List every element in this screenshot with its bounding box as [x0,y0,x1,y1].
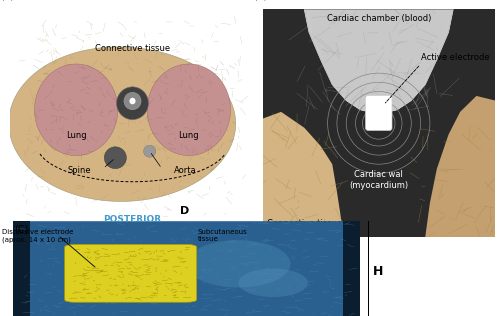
Polygon shape [342,221,360,316]
Ellipse shape [130,98,136,104]
Ellipse shape [34,64,118,155]
Polygon shape [12,221,360,316]
Polygon shape [425,96,495,237]
Text: H: H [372,265,383,278]
Text: Subcutaneous
tissue: Subcutaneous tissue [198,229,247,242]
Text: Aorta: Aorta [174,166,197,175]
Ellipse shape [124,92,141,110]
Text: (A): (A) [0,0,14,1]
Polygon shape [12,221,30,316]
Polygon shape [304,9,453,114]
Text: Connective tissue: Connective tissue [95,44,170,53]
FancyBboxPatch shape [366,95,392,131]
Text: Dispersive electrode
(aprox. 14 x 10 cm): Dispersive electrode (aprox. 14 x 10 cm) [2,229,74,243]
Text: Active electrode: Active electrode [420,53,489,62]
Polygon shape [9,47,235,201]
Ellipse shape [104,147,126,169]
Text: POSTERIOR: POSTERIOR [104,215,162,224]
Ellipse shape [147,64,230,155]
Polygon shape [262,112,344,237]
Text: POSTERIOR: POSTERIOR [101,236,164,246]
Ellipse shape [238,269,308,297]
Text: Spine: Spine [67,166,91,175]
Text: D: D [180,206,190,216]
Ellipse shape [116,87,148,119]
Text: Lung: Lung [178,131,199,140]
Ellipse shape [186,240,290,288]
Text: Cardiac chamber (blood): Cardiac chamber (blood) [326,14,431,23]
FancyBboxPatch shape [64,245,196,302]
Text: Connective tissue: Connective tissue [267,219,342,228]
Text: Lung: Lung [66,131,86,140]
Text: ANTERIOR: ANTERIOR [104,0,160,1]
Text: (C): (C) [14,224,28,234]
Text: Cardiac wal
(myocardium): Cardiac wal (myocardium) [349,170,408,190]
Ellipse shape [144,145,156,157]
